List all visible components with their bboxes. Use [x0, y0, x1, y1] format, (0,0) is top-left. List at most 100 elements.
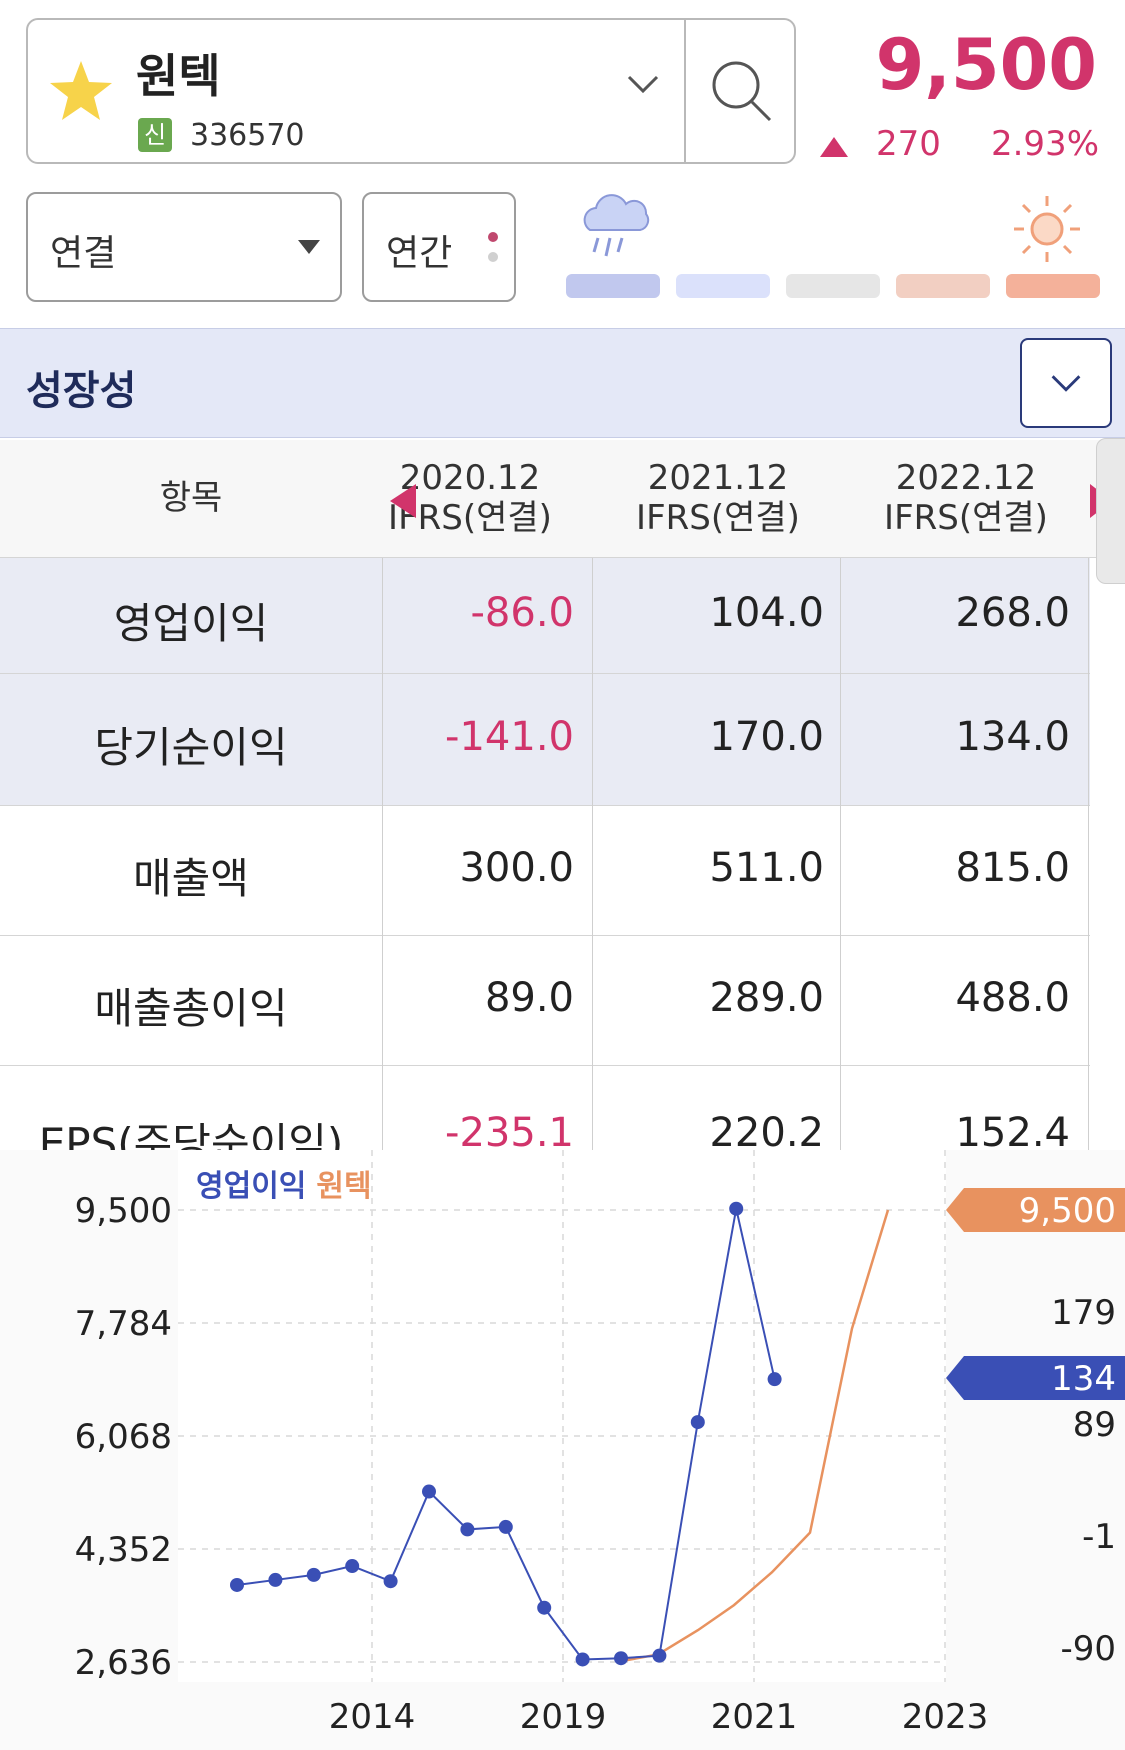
column-divider: [1088, 1066, 1089, 1150]
column-divider: [382, 806, 383, 936]
x-tick-label: 2023: [902, 1697, 989, 1737]
y-tick-label: 7,784: [75, 1304, 172, 1344]
table-row[interactable]: 매출액 300.0 511.0 815.0: [0, 806, 1090, 936]
y-tick-label: 6,068: [75, 1417, 172, 1457]
rain-cloud-icon: [583, 194, 650, 257]
data-point: [268, 1572, 283, 1587]
series-line-price: [617, 1209, 890, 1663]
column-divider: [840, 1066, 841, 1150]
table-row[interactable]: 영업이익 -86.0 104.0 268.0: [0, 558, 1090, 674]
consolidation-select-value: 연결: [50, 233, 117, 274]
column-divider: [1088, 806, 1089, 936]
row-value: -141.0: [445, 714, 574, 760]
column-divider: [382, 936, 383, 1066]
right-y-tick-label: -1: [1082, 1517, 1116, 1557]
line-chart: 9,500 7,784 6,068 4,352 2,636 179 89 -1 -90 201…: [75, 1150, 1125, 1737]
row-value: 220.2: [709, 1110, 824, 1156]
column-period: 2022.12: [895, 458, 1037, 498]
price-tag-label: 9,500: [1019, 1191, 1116, 1231]
column-divider: [592, 806, 593, 936]
table-row[interactable]: 당기순이익 -141.0 170.0 134.0: [0, 674, 1090, 806]
row-value: 300.0: [459, 845, 574, 891]
new-listing-badge: 신: [138, 118, 172, 152]
series-tag-label: 134: [1051, 1359, 1116, 1399]
column-divider: [592, 674, 593, 806]
row-value: 511.0: [709, 845, 824, 891]
x-tick-label: 2019: [520, 1697, 607, 1737]
column-header-period: 2020.12 IFRS(연결): [372, 458, 568, 538]
row-value: 134.0: [955, 714, 1070, 760]
data-point: [345, 1559, 360, 1574]
column-period: 2021.12: [647, 458, 789, 498]
favorite-star-icon[interactable]: [48, 58, 114, 124]
chevron-down-icon[interactable]: [626, 74, 660, 96]
row-value: 89.0: [484, 975, 574, 1021]
section-title: 성장성: [26, 368, 137, 414]
column-divider: [840, 936, 841, 1066]
x-tick-label: 2021: [711, 1697, 798, 1737]
column-divider: [382, 674, 383, 806]
row-value: 104.0: [709, 590, 824, 636]
price-change: 270: [876, 124, 941, 164]
weather-scale-segment: [786, 274, 880, 298]
table-header: 항목 2020.12 IFRS(연결) 2021.12 IFRS(연결) 202…: [0, 440, 1125, 558]
data-point: [767, 1372, 782, 1387]
prev-period-arrow-icon[interactable]: [390, 484, 416, 518]
row-label: 매출액: [133, 854, 249, 903]
section-toggle-button[interactable]: [1020, 338, 1112, 428]
horizontal-scroll-handle[interactable]: [1096, 438, 1125, 584]
column-divider: [382, 1066, 383, 1150]
period-dot-inactive: [488, 252, 498, 262]
column-divider: [592, 1066, 593, 1150]
price-up-icon: [820, 137, 848, 157]
row-label: 당기순이익: [94, 723, 288, 772]
y-tick-label: 2,636: [75, 1643, 172, 1683]
column-divider: [840, 674, 841, 806]
data-point: [729, 1201, 744, 1216]
row-value: 152.4: [955, 1110, 1070, 1156]
price-tag-shape: [946, 1188, 1125, 1232]
sun-icon: [1014, 196, 1080, 262]
data-point: [690, 1415, 705, 1430]
row-value: -86.0: [470, 590, 575, 636]
weather-scale-segment: [1006, 274, 1100, 298]
period-select[interactable]: [362, 192, 516, 302]
chart-panel: 9,500 7,784 6,068 4,352 2,636 179 89 -1 -90 201…: [0, 1150, 1125, 1750]
right-y-tick-label: -90: [1060, 1629, 1116, 1669]
search-icon[interactable]: [686, 18, 794, 164]
row-value: 488.0: [955, 975, 1070, 1021]
column-basis: IFRS(연결): [884, 498, 1048, 538]
current-price: 9,500: [875, 24, 1097, 106]
series-tag-shape: [946, 1356, 1125, 1400]
consolidation-select[interactable]: [26, 192, 342, 302]
data-point: [460, 1522, 475, 1537]
data-point: [537, 1600, 552, 1615]
column-divider: [840, 558, 841, 674]
stock-name: 원텍: [136, 49, 221, 103]
column-divider: [1088, 936, 1089, 1066]
column-header-period: 2021.12 IFRS(연결): [596, 458, 840, 538]
row-label: 영업이익: [113, 599, 269, 648]
column-period: 2020.12: [399, 458, 541, 498]
data-point: [383, 1574, 398, 1589]
column-divider: [382, 558, 383, 674]
right-y-tick-label: 89: [1073, 1405, 1116, 1445]
table-row[interactable]: 매출총이익 89.0 289.0 488.0: [0, 936, 1090, 1066]
column-divider: [1088, 558, 1089, 674]
plot-area: [178, 1150, 946, 1682]
price-change-percent: 2.93%: [990, 124, 1099, 164]
legend-item: 영업이익 원텍: [196, 1169, 372, 1204]
row-value: 170.0: [709, 714, 824, 760]
data-point: [575, 1652, 590, 1667]
data-point: [422, 1484, 436, 1499]
search-divider: [684, 18, 686, 164]
weather-scale-segment: [896, 274, 990, 298]
section-header: [0, 328, 1125, 438]
weather-scale-segment: [676, 274, 770, 298]
caret-down-icon: [298, 240, 320, 254]
table-row[interactable]: EPS(주당순이익) -235.1 220.2 152.4: [0, 1066, 1090, 1168]
data-point: [306, 1567, 321, 1582]
row-label: 매출총이익: [94, 984, 288, 1033]
column-divider: [592, 936, 593, 1066]
column-divider: [840, 806, 841, 936]
